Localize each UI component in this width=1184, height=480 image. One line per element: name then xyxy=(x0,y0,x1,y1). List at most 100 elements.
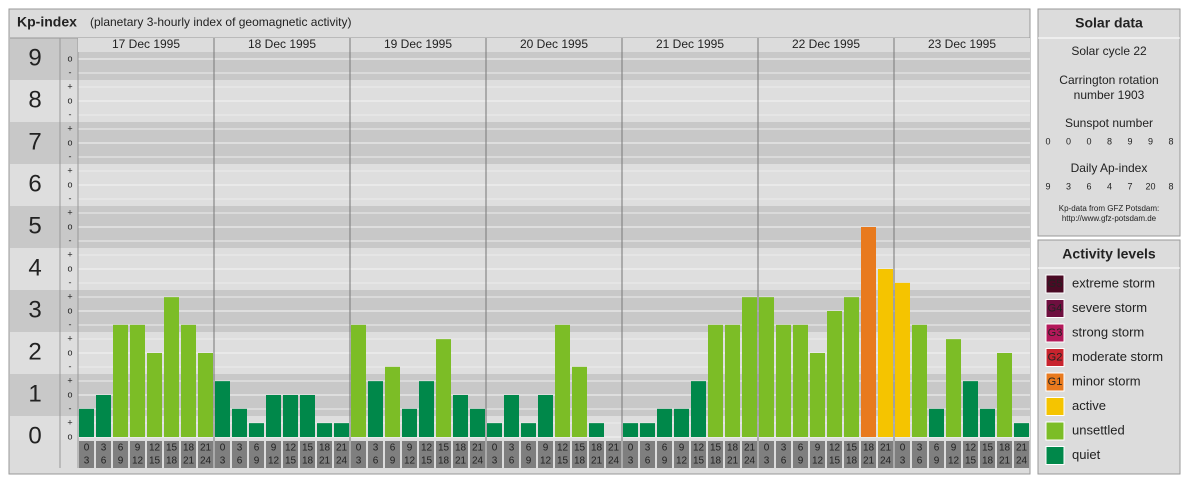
hour-cell xyxy=(130,441,145,468)
bar xyxy=(742,297,757,437)
x-tick-label: 0 xyxy=(84,443,90,454)
hour-cell xyxy=(385,441,400,468)
x-tick-label: 15 xyxy=(438,443,450,454)
x-tick-label: 6 xyxy=(237,456,243,467)
carrington: Carrington rotation xyxy=(1059,73,1158,87)
legend-code: G1 xyxy=(1048,376,1063,388)
x-tick-label: 9 xyxy=(679,443,685,454)
y-subtick-label: - xyxy=(69,319,72,329)
day-header xyxy=(486,38,622,52)
x-tick-label: 24 xyxy=(608,456,620,467)
x-tick-label: 9 xyxy=(951,443,957,454)
x-tick-label: 0 xyxy=(900,443,906,454)
x-tick-label: 15 xyxy=(846,443,858,454)
title: Kp-index xyxy=(17,14,77,30)
hour-cell xyxy=(419,441,434,468)
x-tick-label: 6 xyxy=(645,456,651,467)
legend-swatch xyxy=(1045,421,1065,441)
x-tick-label: 21 xyxy=(1016,443,1028,454)
x-tick-label: 21 xyxy=(336,443,348,454)
hour-cell xyxy=(402,441,417,468)
x-tick-label: 3 xyxy=(373,443,379,454)
bar xyxy=(997,353,1012,437)
x-tick-label: 18 xyxy=(727,443,739,454)
x-tick-label: 18 xyxy=(863,443,875,454)
x-tick-label: 18 xyxy=(438,456,450,467)
ap-value: 8 xyxy=(1168,181,1173,191)
x-tick-label: 6 xyxy=(118,443,124,454)
x-tick-label: 15 xyxy=(421,456,433,467)
hour-cell xyxy=(198,441,213,468)
hour-cell xyxy=(232,441,247,468)
y-subtick-label: o xyxy=(67,221,72,231)
hour-cell xyxy=(589,441,604,468)
legend-code: G5 xyxy=(1048,278,1063,290)
bar xyxy=(827,311,842,437)
bar xyxy=(1014,423,1029,437)
legend-label: moderate storm xyxy=(1072,349,1163,364)
bar xyxy=(504,395,519,437)
hour-cell xyxy=(844,441,859,468)
y-subtick-label: o xyxy=(67,137,72,147)
x-tick-label: 3 xyxy=(220,456,226,467)
y-tick-label: 6 xyxy=(28,170,41,197)
bar xyxy=(844,297,859,437)
hour-cell xyxy=(742,441,757,468)
day-header xyxy=(78,38,214,52)
x-tick-label: 21 xyxy=(183,456,195,467)
y-subtick-label: - xyxy=(69,109,72,119)
x-tick-label: 6 xyxy=(934,443,940,454)
y-subtick-label: + xyxy=(67,249,72,259)
bar xyxy=(470,408,485,437)
hour-cell xyxy=(164,441,179,468)
x-tick-label: 18 xyxy=(982,456,994,467)
x-tick-label: 0 xyxy=(764,443,770,454)
legend-label: strong storm xyxy=(1072,324,1144,339)
hour-cell xyxy=(623,441,638,468)
x-tick-label: 3 xyxy=(900,456,906,467)
x-tick-label: 0 xyxy=(628,443,634,454)
x-tick-label: 6 xyxy=(781,456,787,467)
y-tick-label: 5 xyxy=(28,212,41,239)
bar xyxy=(657,408,672,437)
bar xyxy=(929,408,944,437)
y-subtick-label: + xyxy=(67,165,72,175)
x-tick-label: 24 xyxy=(1016,456,1028,467)
hour-cell xyxy=(470,441,485,468)
bar xyxy=(640,423,655,437)
levels-title: Activity levels xyxy=(1062,246,1156,262)
x-tick-label: 12 xyxy=(540,456,552,467)
x-tick-label: 18 xyxy=(574,456,586,467)
day-header xyxy=(350,38,486,52)
sunspot-value: 8 xyxy=(1107,136,1112,146)
x-tick-label: 18 xyxy=(302,456,314,467)
x-tick-label: 12 xyxy=(404,456,416,467)
sunspot-title: Sunspot number xyxy=(1065,116,1153,130)
bar xyxy=(759,297,774,437)
x-tick-label: 6 xyxy=(390,443,396,454)
y-subtick-label: o xyxy=(67,179,72,189)
x-tick-label: 18 xyxy=(183,443,195,454)
x-tick-label: 9 xyxy=(798,456,804,467)
day-label: 17 Dec 1995 xyxy=(112,37,180,51)
x-tick-label: 12 xyxy=(693,443,705,454)
bar xyxy=(912,324,927,437)
x-tick-label: 24 xyxy=(880,456,892,467)
bar xyxy=(351,324,366,437)
bar xyxy=(198,353,213,437)
bar xyxy=(334,423,349,437)
bar xyxy=(793,324,808,437)
x-tick-label: 15 xyxy=(302,443,314,454)
y-subtick-label: - xyxy=(69,277,72,287)
y-subtick-label: - xyxy=(69,193,72,203)
sunspot-value: 9 xyxy=(1127,136,1132,146)
bar xyxy=(402,408,417,437)
bar xyxy=(181,324,196,437)
hour-cell xyxy=(504,441,519,468)
x-tick-label: 6 xyxy=(509,456,515,467)
hour-cell xyxy=(810,441,825,468)
x-tick-label: 15 xyxy=(829,456,841,467)
ap-value: 3 xyxy=(1066,181,1071,191)
bar xyxy=(946,339,961,437)
hour-cell xyxy=(725,441,740,468)
